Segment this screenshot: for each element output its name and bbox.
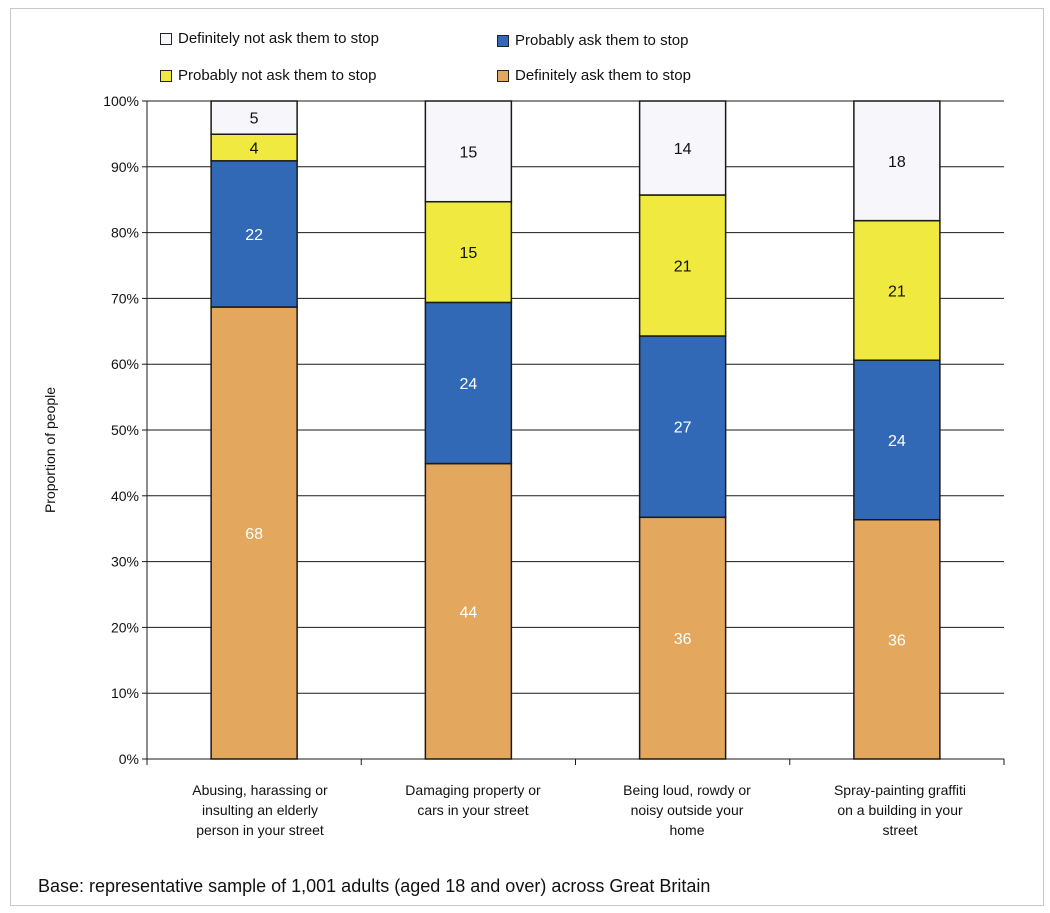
x-category-label-2-line-1: Damaging property or — [405, 782, 541, 798]
x-category-label-4-line-2: on a building in your — [837, 802, 963, 818]
legend-swatch-definitely-not — [160, 32, 172, 45]
bar-1-segment-4 — [210, 100, 298, 135]
data-label-1-1: 68 — [245, 526, 263, 543]
y-tick-label-7: 70% — [111, 290, 139, 306]
x-category-label-3-line-2: noisy outside your — [630, 802, 744, 818]
bar-1-segment-3 — [210, 133, 298, 162]
x-category-label-1-line-3: person in your street — [196, 822, 324, 838]
y-tick-label-8: 80% — [111, 225, 139, 241]
data-label-3-2: 27 — [674, 420, 692, 437]
legend-item-probably: Probably ask them to stop — [497, 32, 688, 49]
bar-1-segment-2 — [210, 160, 298, 308]
x-category-label-3-line-1: Being loud, rowdy or — [623, 782, 751, 798]
y-tick-label-10: 100% — [103, 93, 139, 109]
x-category-label-2: Damaging property or cars in your street — [373, 780, 573, 820]
legend-label-definitely: Definitely ask them to stop — [515, 67, 691, 84]
legend-label-definitely-not: Definitely not ask them to stop — [178, 30, 379, 47]
bar-3-segment-2 — [638, 335, 727, 519]
legend-item-definitely: Definitely ask them to stop — [497, 67, 691, 84]
footnote: Base: representative sample of 1,001 adu… — [38, 876, 711, 896]
x-category-label-4-line-1: Spray-painting graffiti — [833, 782, 967, 798]
data-label-2-4: 15 — [459, 144, 477, 161]
x-category-label-1-line-2: insulting an elderly — [202, 802, 318, 818]
data-label-3-4: 14 — [674, 141, 692, 158]
x-category-label-3-line-3: home — [669, 822, 705, 838]
data-label-3-1: 36 — [674, 631, 692, 648]
y-tick-label-4: 40% — [111, 488, 139, 504]
y-tick-label-9: 90% — [111, 159, 139, 175]
legend-swatch-probably-not — [160, 69, 172, 82]
y-tick-label-6: 60% — [111, 356, 139, 372]
bar-2-segment-1 — [424, 462, 513, 760]
y-axis-label: Proportion of people — [42, 386, 58, 514]
bar-3-segment-4 — [638, 100, 727, 196]
data-label-2-1: 44 — [459, 604, 477, 621]
bar-3-segment-3 — [638, 194, 727, 337]
x-category-label-4: Spray-painting graffiti on a building in… — [800, 780, 1000, 840]
bar-1-segment-1 — [210, 306, 298, 760]
data-label-3-3: 21 — [674, 259, 692, 276]
legend-label-probably: Probably ask them to stop — [515, 32, 689, 49]
legend-label-probably-not: Probably not ask them to stop — [178, 67, 377, 84]
chart-frame — [10, 8, 1044, 906]
data-label-4-3: 21 — [888, 283, 906, 300]
x-category-label-1: Abusing, harassing or insulting an elder… — [160, 780, 360, 840]
y-tick-label-0: 0% — [119, 751, 139, 767]
y-tick-label-1: 10% — [111, 685, 139, 701]
bar-2-segment-2 — [424, 301, 513, 465]
data-label-4-1: 36 — [888, 632, 906, 649]
y-tick-label-5: 50% — [111, 422, 139, 438]
bar-4-segment-4 — [853, 100, 941, 222]
y-tick-label-2: 20% — [111, 619, 139, 635]
data-label-4-2: 24 — [888, 433, 906, 450]
bar-4-segment-2 — [853, 359, 941, 521]
legend-swatch-definitely — [497, 69, 509, 82]
x-category-label-3: Being loud, rowdy or noisy outside your … — [587, 780, 787, 840]
bar-2-segment-4 — [424, 100, 513, 203]
data-label-4-4: 18 — [888, 154, 906, 171]
legend-item-definitely-not: Definitely not ask them to stop — [160, 30, 379, 47]
bar-3-segment-1 — [638, 516, 727, 760]
x-category-label-4-line-3: street — [882, 822, 918, 838]
data-label-1-2: 22 — [245, 227, 263, 244]
x-category-label-1-line-1: Abusing, harassing or — [192, 782, 328, 798]
legend-swatch-probably — [497, 34, 509, 47]
legend-item-probably-not: Probably not ask them to stop — [160, 67, 376, 84]
bar-4-segment-1 — [853, 518, 941, 760]
data-label-1-3: 4 — [250, 141, 259, 158]
data-label-2-3: 15 — [459, 245, 477, 262]
x-category-label-2-line-2: cars in your street — [417, 802, 529, 818]
y-tick-label-3: 30% — [111, 554, 139, 570]
data-label-2-2: 24 — [459, 376, 477, 393]
data-label-1-4: 5 — [250, 111, 259, 128]
